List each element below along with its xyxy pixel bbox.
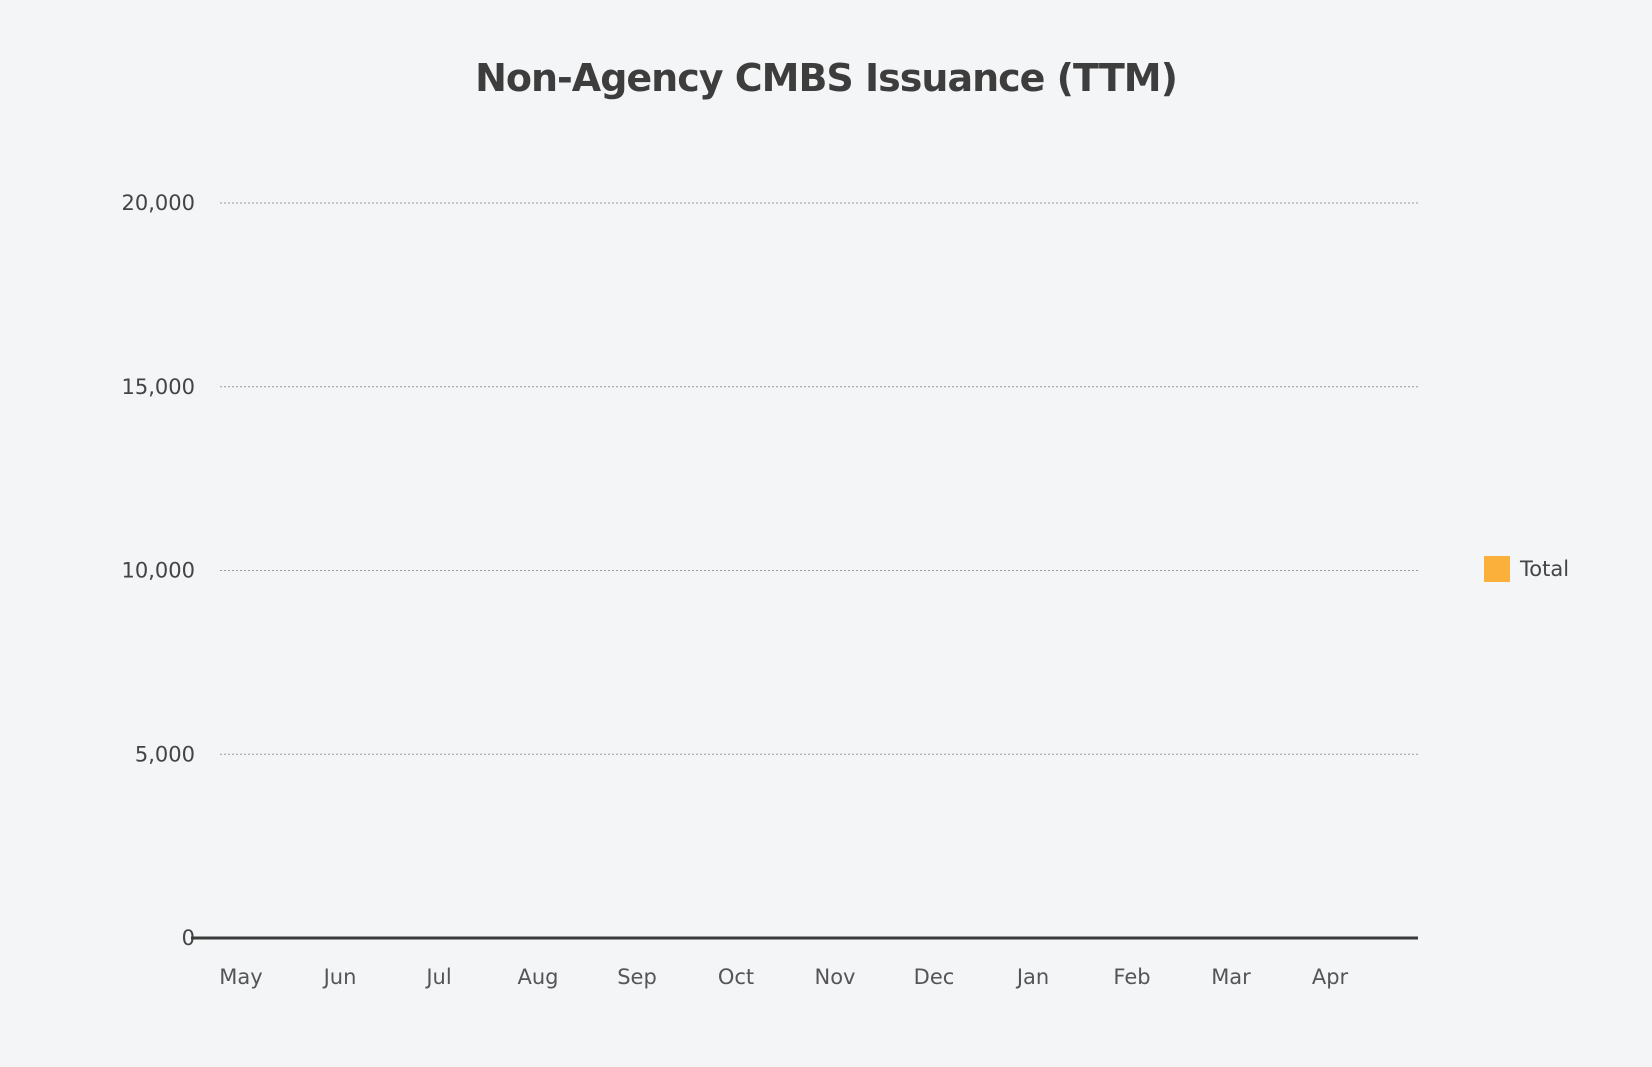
x-tick-label: Jan	[1015, 965, 1049, 989]
x-tick-label: Sep	[617, 965, 657, 989]
x-tick-label: Oct	[718, 965, 754, 989]
x-tick-label: Apr	[1312, 965, 1349, 989]
x-tick-label: Nov	[815, 965, 856, 989]
x-tick-label: Jun	[322, 965, 357, 989]
chart-title: Non-Agency CMBS Issuance (TTM)	[475, 56, 1178, 100]
y-tick-label: 5,000	[135, 742, 195, 766]
y-tick-label: 15,000	[122, 375, 195, 399]
x-tick-label: Jul	[424, 965, 451, 989]
x-tick-label: Aug	[517, 965, 558, 989]
y-tick-label: 0	[182, 926, 195, 950]
x-tick-label: Mar	[1211, 965, 1251, 989]
y-tick-label: 20,000	[122, 191, 195, 215]
legend-swatch-total	[1484, 556, 1510, 582]
x-tick-label: Dec	[914, 965, 955, 989]
x-tick-label: Feb	[1113, 965, 1150, 989]
y-tick-label: 10,000	[122, 559, 195, 583]
x-tick-label: May	[219, 965, 262, 989]
legend-label-total: Total	[1520, 557, 1570, 581]
legend[interactable]: Total	[1484, 556, 1569, 582]
